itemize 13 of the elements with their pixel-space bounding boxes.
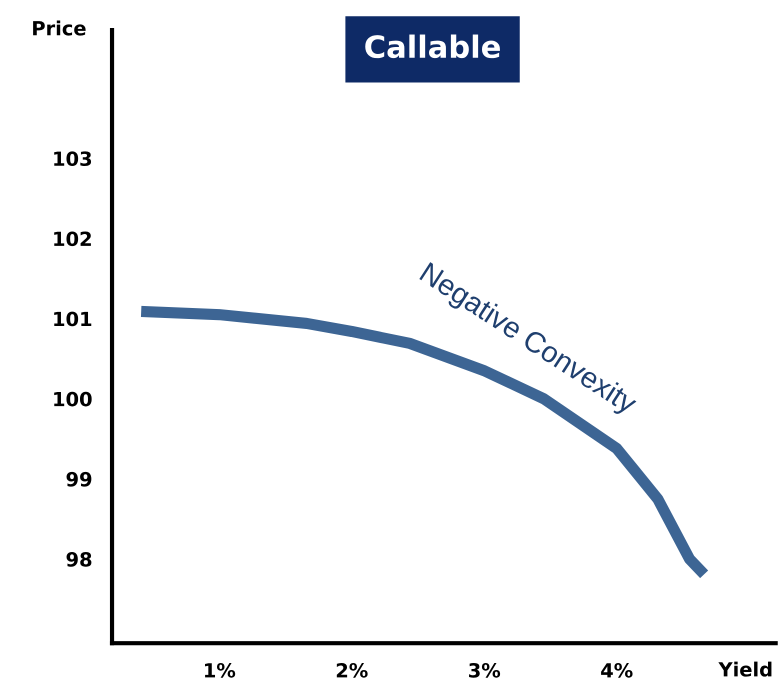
y-tick-label: 102 — [54, 231, 91, 246]
x-tick-label: 1% — [205, 663, 236, 678]
chart-title: Callable — [365, 34, 500, 58]
y-tick-label: 100 — [54, 392, 92, 406]
x-tick-label: 2% — [336, 663, 368, 678]
y-axis-title: Price — [33, 20, 86, 36]
y-tick-label: 98 — [66, 552, 92, 567]
x-tick-label: 3% — [469, 663, 500, 678]
y-tick-label: 101 — [54, 312, 92, 326]
y-tick-label: 99 — [66, 472, 92, 487]
x-axis-title: Yield — [718, 662, 772, 677]
x-tick-label: 4% — [601, 663, 633, 678]
y-tick-label: 103 — [54, 151, 92, 166]
